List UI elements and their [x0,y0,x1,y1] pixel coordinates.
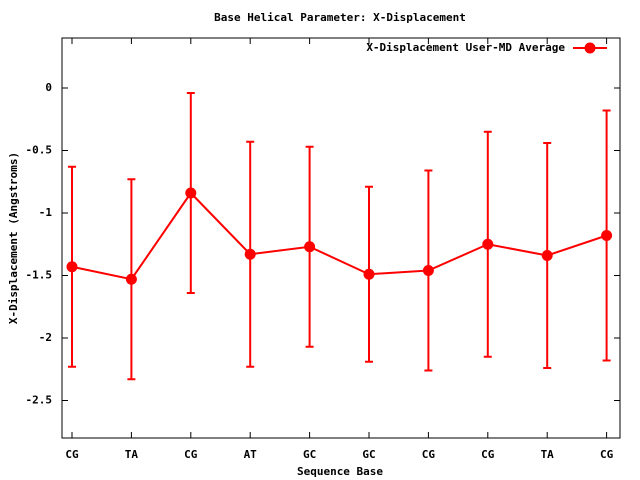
marker [422,265,434,276]
x-tick-label: TA [125,448,139,461]
chart-title: Base Helical Parameter: X-Displacement [214,11,466,24]
x-tick-label: CG [481,448,495,461]
x-tick-label: CG [65,448,79,461]
marker [185,187,197,199]
y-tick-label: -2 [39,331,52,344]
y-tick-label: -2.5 [26,394,53,407]
marker [541,250,553,261]
y-tick-label: -0.5 [26,144,53,157]
legend-label: X-Displacement User-MD Average [366,41,565,54]
legend-marker [584,42,596,54]
marker [304,241,316,253]
marker [363,268,375,280]
y-tick-label: -1.5 [26,269,53,282]
y-tick-label: -1 [39,206,53,219]
marker [244,248,256,260]
x-tick-label: GC [362,448,375,461]
x-tick-label: GC [303,448,316,461]
plot-frame [61,37,621,439]
marker [125,273,137,285]
marker [66,261,78,273]
x-tick-label: AT [244,448,258,461]
y-tick-label: 0 [45,81,52,94]
x-axis-label: Sequence Base [297,465,383,478]
series-line [71,191,607,281]
x-tick-label: CG [600,448,614,461]
y-axis-label: X-Displacement (Angstroms) [7,152,20,324]
marker [601,230,613,241]
marker [482,238,494,250]
x-tick-label: CG [422,448,436,461]
x-tick-label: CG [184,448,198,461]
x-tick-label: TA [541,448,555,461]
